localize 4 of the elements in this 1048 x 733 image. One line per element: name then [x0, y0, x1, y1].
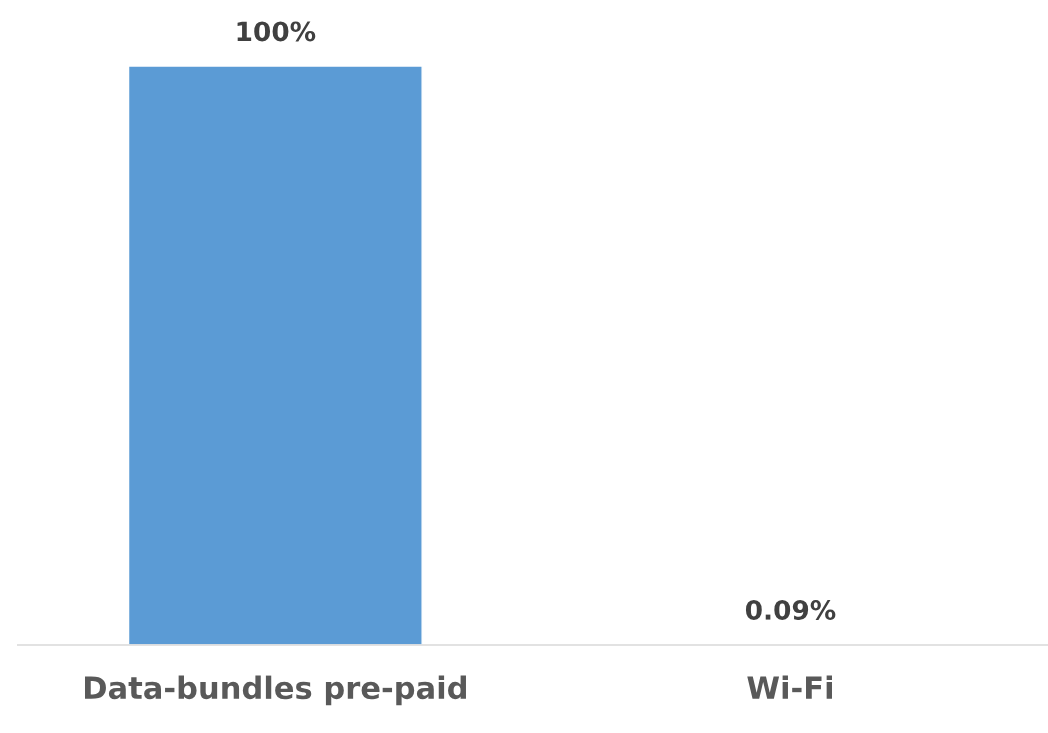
data-label: 100% — [237, 21, 316, 42]
x-tick-label: Data-bundles pre-paid — [85, 675, 466, 706]
data-label: 0.09% — [745, 600, 836, 620]
x-tick-label: Wi-Fi — [747, 675, 832, 699]
